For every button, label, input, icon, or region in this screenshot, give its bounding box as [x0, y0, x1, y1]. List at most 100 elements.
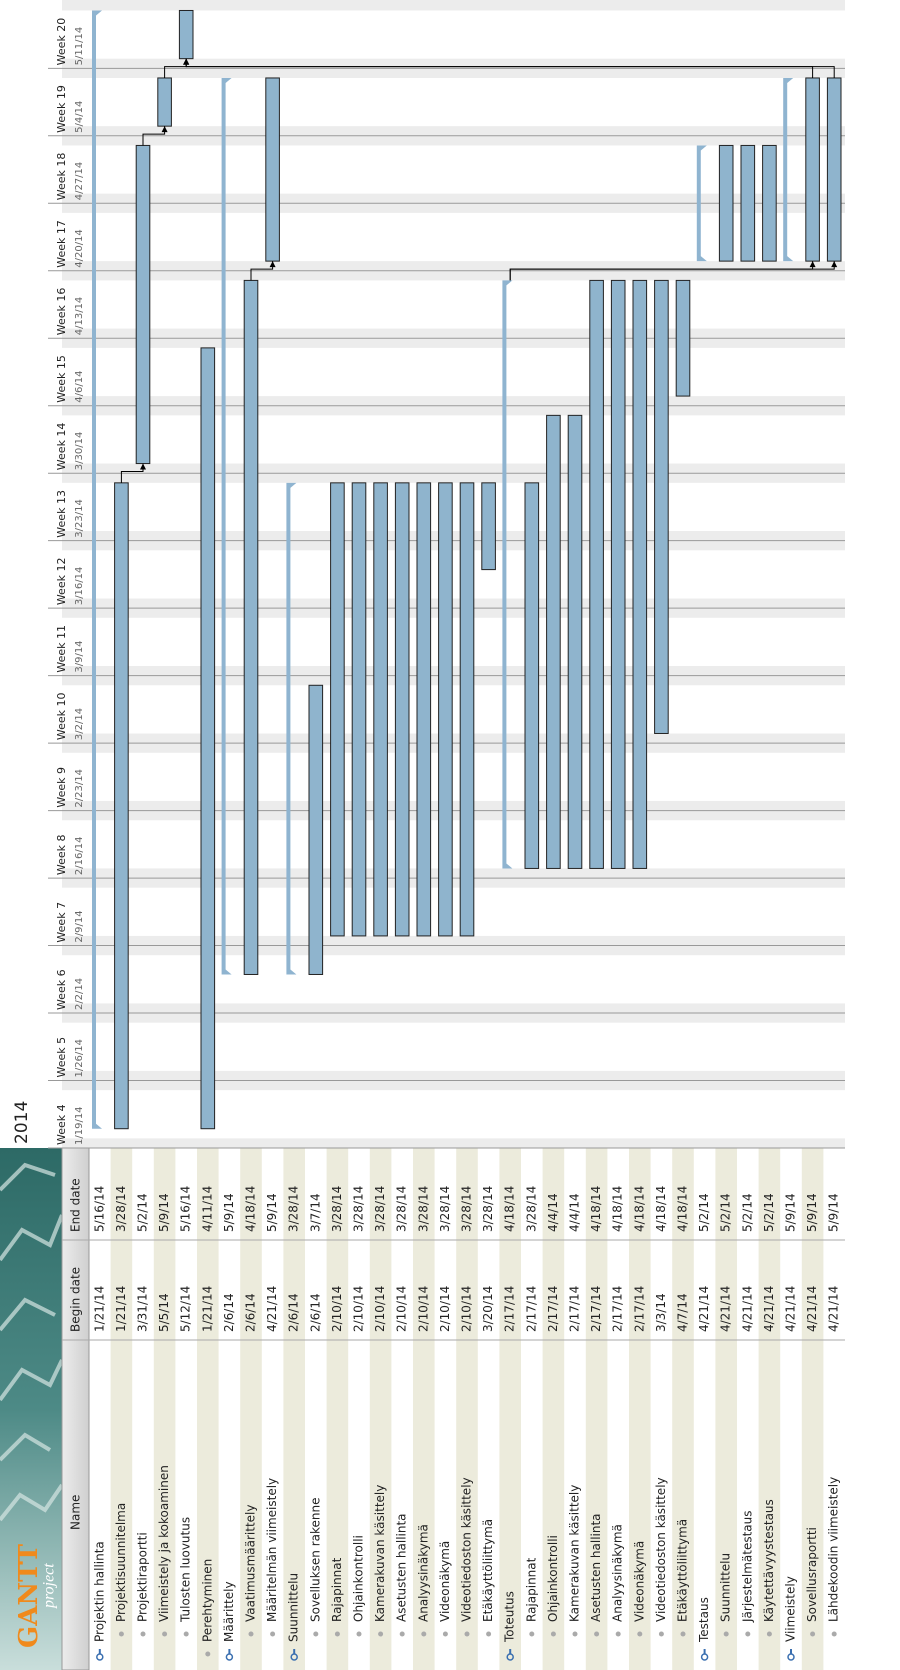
task-icon: [745, 1631, 751, 1637]
task-bar: [654, 279, 669, 734]
task-end: 4/18/14: [611, 1186, 625, 1232]
task-begin: 2/10/14: [416, 1286, 430, 1332]
task-begin: 1/21/14: [92, 1286, 106, 1332]
row-stripe: [715, 1148, 738, 1670]
task-name: Viimeistely ja kokoaminen: [157, 1465, 171, 1622]
week-label: Week 11: [55, 625, 68, 673]
task-begin: 4/21/14: [827, 1286, 841, 1332]
task-name: Videotiedoston käsittely: [654, 1477, 668, 1622]
task-icon: [442, 1631, 448, 1637]
week-date: 2/16/14: [74, 837, 85, 876]
task-bar: [826, 77, 842, 262]
task-begin: 2/10/14: [373, 1286, 387, 1332]
logo-subtext: project: [41, 1563, 58, 1609]
task-bar: [394, 482, 410, 937]
task-name: Analyysinäkymä: [611, 1524, 625, 1622]
task-begin: 2/17/14: [589, 1286, 603, 1332]
task-end: 3/28/14: [438, 1186, 452, 1232]
task-name: Perehtyminen: [200, 1559, 214, 1642]
logo-background: [0, 1148, 62, 1670]
row-stripe: [153, 1148, 176, 1670]
task-end: 4/18/14: [244, 1186, 258, 1232]
week-label: Week 13: [55, 490, 68, 538]
task-icon: [723, 1631, 729, 1637]
task-name: Testaus: [697, 1597, 711, 1643]
task-icon: [680, 1631, 686, 1637]
row-stripe: [672, 1148, 694, 1670]
task-end: 5/9/14: [157, 1193, 171, 1232]
task-name: Kamerakuvan käsittely: [568, 1485, 582, 1622]
logo-text: GANTT: [14, 1543, 44, 1648]
task-begin: 2/10/14: [460, 1286, 474, 1332]
task-begin: 5/12/14: [179, 1286, 193, 1332]
week-date: 3/9/14: [74, 640, 85, 672]
week-label: Week 8: [55, 834, 68, 875]
task-begin: 4/21/14: [719, 1286, 733, 1332]
row-stripe: [283, 1148, 305, 1670]
task-bar: [459, 482, 475, 937]
dependency-arrowhead: [140, 463, 146, 470]
task-icon: [810, 1631, 816, 1637]
task-begin: 2/6/14: [244, 1293, 258, 1332]
task-bar: [351, 482, 367, 937]
week-date: 2/9/14: [74, 910, 85, 942]
column-header: Begin date: [69, 1267, 83, 1332]
task-bar: [200, 347, 216, 1130]
summary-bar: [783, 77, 794, 262]
key-icon: [700, 1653, 709, 1661]
week-label: Week 16: [55, 288, 68, 336]
task-begin: 2/10/14: [438, 1286, 452, 1332]
task-end: 5/2/14: [740, 1193, 754, 1232]
row-stripe: [542, 1148, 565, 1670]
week-label: Week 15: [55, 355, 68, 403]
task-icon: [572, 1631, 578, 1637]
task-bar: [481, 482, 496, 571]
task-bar: [589, 279, 604, 869]
task-bar: [805, 77, 820, 262]
task-end: 3/28/14: [352, 1186, 366, 1232]
task-icon: [766, 1631, 772, 1637]
task-name: Toteutus: [503, 1591, 517, 1643]
task-end: 4/18/14: [503, 1186, 517, 1232]
week-label: Week 4: [55, 1104, 68, 1145]
key-icon: [787, 1653, 795, 1661]
logo-pattern: [0, 1162, 64, 1522]
week-date: 2/2/14: [74, 978, 85, 1010]
task-end: 5/9/14: [784, 1193, 798, 1232]
task-end: 4/4/14: [568, 1193, 582, 1232]
column-header: End date: [69, 1178, 83, 1232]
task-name: Käytettävyystestaus: [762, 1499, 776, 1622]
task-icon: [421, 1631, 427, 1637]
task-icon: [464, 1631, 470, 1637]
task-begin: 1/21/14: [114, 1286, 128, 1332]
row-stripe: [240, 1148, 262, 1670]
task-name: Järjestelmätestaus: [740, 1510, 754, 1623]
task-name: Analyysinäkymä: [416, 1524, 430, 1622]
week-label: Week 17: [55, 220, 68, 268]
row-stripe: [413, 1148, 435, 1670]
task-end: 3/28/14: [330, 1186, 344, 1232]
task-name: Ohjainkontrolli: [352, 1535, 366, 1622]
week-date: 5/11/14: [74, 27, 85, 66]
task-name: Videonäkymä: [632, 1541, 646, 1622]
summary-bar: [696, 145, 707, 262]
task-bar: [567, 414, 583, 869]
task-icon: [550, 1631, 556, 1637]
task-bar: [416, 482, 432, 937]
task-end: 3/28/14: [395, 1186, 409, 1232]
task-begin: 4/7/14: [676, 1293, 690, 1332]
task-begin: 2/17/14: [503, 1286, 517, 1332]
task-icon: [183, 1631, 189, 1637]
task-begin: 2/17/14: [611, 1286, 625, 1332]
task-icon: [658, 1631, 664, 1637]
week-date: 2/23/14: [74, 769, 85, 808]
row-stripe: [369, 1148, 392, 1670]
task-bar: [308, 684, 324, 975]
task-begin: 5/5/14: [157, 1293, 171, 1332]
task-begin: 4/21/14: [762, 1286, 776, 1332]
weekend-band: [62, 1138, 845, 1148]
task-end: 3/28/14: [524, 1186, 538, 1232]
task-bar: [438, 482, 453, 937]
task-end: 4/18/14: [589, 1186, 603, 1232]
